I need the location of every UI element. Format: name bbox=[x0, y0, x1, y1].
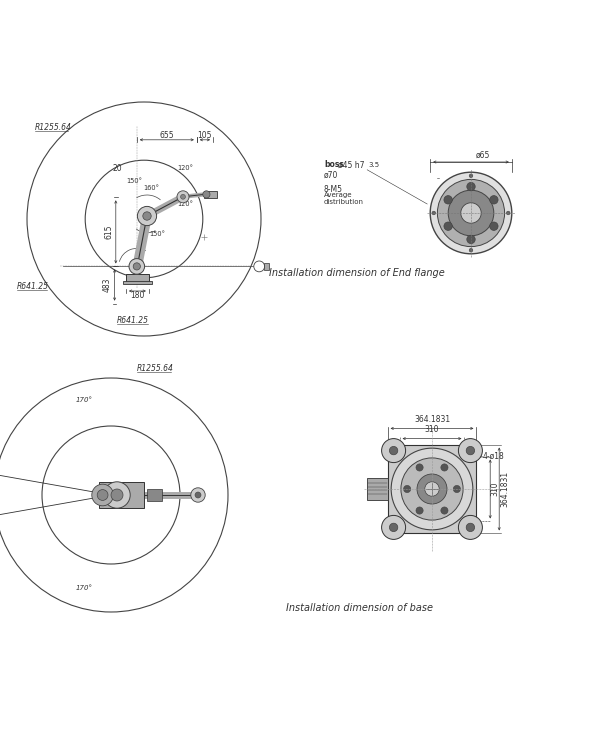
Circle shape bbox=[458, 515, 482, 539]
Text: 310: 310 bbox=[425, 425, 439, 434]
Circle shape bbox=[467, 235, 475, 244]
Circle shape bbox=[432, 212, 436, 214]
Circle shape bbox=[143, 212, 151, 220]
Circle shape bbox=[417, 474, 447, 504]
Text: 364.1831: 364.1831 bbox=[500, 471, 510, 507]
Circle shape bbox=[382, 438, 406, 463]
Text: R1255.64: R1255.64 bbox=[35, 123, 71, 132]
Circle shape bbox=[458, 438, 482, 463]
Circle shape bbox=[133, 263, 140, 270]
Circle shape bbox=[181, 195, 185, 199]
Text: 120°: 120° bbox=[177, 201, 193, 207]
Circle shape bbox=[425, 482, 439, 496]
Circle shape bbox=[177, 191, 189, 203]
Circle shape bbox=[254, 261, 265, 272]
Bar bbox=[204, 191, 217, 198]
Bar bbox=[147, 489, 162, 501]
Circle shape bbox=[382, 515, 406, 539]
Circle shape bbox=[441, 464, 448, 471]
Circle shape bbox=[469, 248, 473, 252]
Circle shape bbox=[389, 447, 398, 455]
Text: 8-M5: 8-M5 bbox=[324, 185, 343, 194]
Bar bbox=[123, 281, 152, 285]
Circle shape bbox=[467, 182, 475, 191]
Text: 615: 615 bbox=[105, 225, 114, 239]
Bar bbox=[388, 444, 476, 534]
Text: 310: 310 bbox=[491, 482, 499, 496]
Circle shape bbox=[137, 206, 157, 225]
Text: 170°: 170° bbox=[76, 585, 92, 591]
Text: 120°: 120° bbox=[177, 165, 193, 171]
Circle shape bbox=[448, 190, 494, 236]
Bar bbox=[264, 263, 269, 270]
Circle shape bbox=[416, 464, 423, 471]
Text: 170°: 170° bbox=[76, 397, 92, 403]
Text: 180: 180 bbox=[130, 291, 145, 299]
Circle shape bbox=[389, 523, 398, 531]
Text: 150°: 150° bbox=[126, 178, 142, 184]
Circle shape bbox=[461, 203, 481, 223]
Text: R1255.64: R1255.64 bbox=[137, 364, 173, 373]
Circle shape bbox=[391, 448, 473, 530]
Circle shape bbox=[466, 447, 475, 455]
Circle shape bbox=[444, 222, 452, 231]
Bar bbox=[367, 478, 388, 500]
Circle shape bbox=[129, 258, 145, 274]
Text: ø65: ø65 bbox=[476, 151, 490, 160]
Text: 4-ø18: 4-ø18 bbox=[482, 452, 504, 461]
Text: Installation dimension of End flange: Installation dimension of End flange bbox=[269, 268, 445, 278]
Circle shape bbox=[466, 523, 475, 531]
Circle shape bbox=[506, 212, 510, 214]
Circle shape bbox=[437, 179, 505, 247]
Text: 3.5: 3.5 bbox=[368, 163, 380, 168]
Text: Average
distribution: Average distribution bbox=[324, 192, 364, 205]
Text: Installation dimension of base: Installation dimension of base bbox=[287, 602, 433, 613]
Circle shape bbox=[430, 172, 512, 254]
Circle shape bbox=[469, 174, 473, 178]
Text: 655: 655 bbox=[160, 131, 174, 140]
Circle shape bbox=[453, 485, 460, 493]
Circle shape bbox=[444, 195, 452, 204]
Circle shape bbox=[401, 458, 463, 520]
Circle shape bbox=[97, 490, 108, 501]
Text: R641.25: R641.25 bbox=[117, 315, 149, 325]
Circle shape bbox=[111, 489, 123, 501]
Circle shape bbox=[490, 222, 498, 231]
Text: 70°: 70° bbox=[138, 217, 150, 223]
Bar bbox=[99, 482, 144, 508]
Circle shape bbox=[195, 492, 201, 498]
Circle shape bbox=[490, 195, 498, 204]
Text: 20: 20 bbox=[113, 164, 122, 173]
Circle shape bbox=[441, 507, 448, 514]
Text: boss: boss bbox=[324, 160, 344, 169]
Text: R641.25: R641.25 bbox=[17, 283, 49, 291]
Circle shape bbox=[191, 488, 205, 502]
Text: ø70: ø70 bbox=[324, 171, 338, 180]
Text: 364.1831: 364.1831 bbox=[414, 415, 450, 425]
Text: 150°: 150° bbox=[149, 231, 165, 237]
Text: 160°: 160° bbox=[143, 184, 159, 190]
Circle shape bbox=[104, 482, 130, 508]
Circle shape bbox=[203, 191, 210, 198]
Circle shape bbox=[416, 507, 423, 514]
Bar bbox=[126, 274, 149, 282]
Circle shape bbox=[404, 485, 411, 493]
Text: 105: 105 bbox=[197, 131, 212, 140]
Circle shape bbox=[92, 484, 113, 506]
Text: 483: 483 bbox=[102, 277, 112, 292]
Text: ø45 h7: ø45 h7 bbox=[338, 160, 365, 169]
